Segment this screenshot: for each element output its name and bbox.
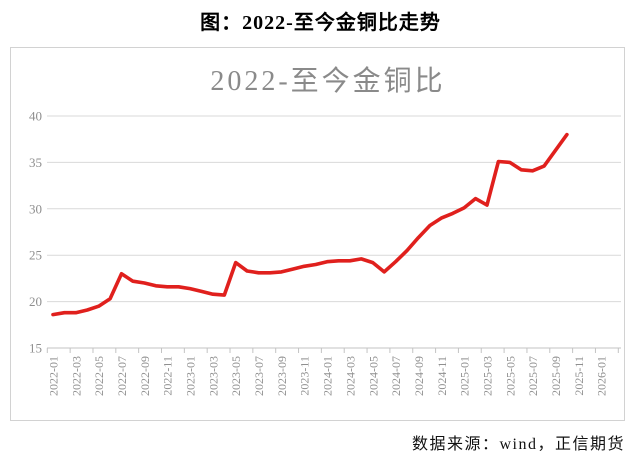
x-tick-label: 2025-03 xyxy=(480,356,494,396)
page-title: 图：2022-至今金铜比走势 xyxy=(200,12,441,34)
x-tick-label: 2025-11 xyxy=(572,356,586,396)
chart-frame: 2022-至今金铜比 xyxy=(10,47,625,421)
x-tick-label: 2024-09 xyxy=(412,356,426,396)
x-tick-label: 2022-09 xyxy=(138,356,152,396)
x-tick-label: 2023-11 xyxy=(298,356,312,396)
x-tick-label: 2025-09 xyxy=(549,356,563,396)
x-tick-label: 2025-05 xyxy=(503,356,517,396)
x-tick-label: 2023-03 xyxy=(206,356,220,396)
x-tick-label: 2022-05 xyxy=(92,356,106,396)
x-tick-label: 2023-07 xyxy=(252,356,266,396)
x-tick-label: 2024-05 xyxy=(366,356,380,396)
y-tick-label: 15 xyxy=(29,341,42,356)
x-tick-label: 2022-01 xyxy=(47,356,61,396)
x-tick-label: 2026-01 xyxy=(595,356,609,396)
x-tick-label: 2025-01 xyxy=(458,356,472,396)
x-tick-label: 2022-03 xyxy=(69,356,83,396)
x-tick-label: 2024-01 xyxy=(321,356,335,396)
y-tick-label: 40 xyxy=(29,109,42,124)
x-tick-label: 2022-07 xyxy=(115,356,129,396)
x-tick-label: 2023-05 xyxy=(229,356,243,396)
gold-copper-ratio-line xyxy=(51,132,569,317)
y-tick-label: 20 xyxy=(29,294,42,309)
x-tick-label: 2022-11 xyxy=(161,356,175,396)
chart-title: 2022-至今金铜比 xyxy=(210,66,446,97)
data-source-note: 数据来源：wind，正信期货 xyxy=(411,436,625,453)
y-tick-label: 30 xyxy=(29,201,42,216)
y-tick-label: 25 xyxy=(29,248,42,263)
x-tick-label: 2024-11 xyxy=(435,356,449,396)
x-tick-label: 2023-01 xyxy=(184,356,198,396)
y-tick-label: 35 xyxy=(29,155,42,170)
x-tick-label: 2025-07 xyxy=(526,356,540,396)
x-tick-label: 2023-09 xyxy=(275,356,289,396)
x-tick-label: 2024-07 xyxy=(389,356,403,396)
x-tick-label: 2024-03 xyxy=(343,356,357,396)
